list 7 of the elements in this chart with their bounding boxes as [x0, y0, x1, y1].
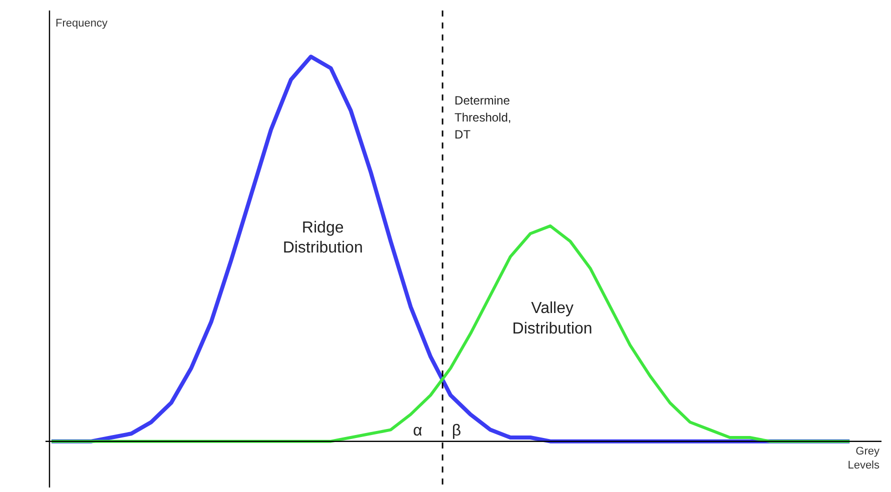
annotation: Valley Distribution [512, 300, 592, 338]
annotation: Ridge Distribution [282, 219, 363, 257]
annotation: α [412, 422, 422, 440]
x-axis-title: Grey Levels [848, 445, 880, 472]
annotation: β [452, 422, 462, 440]
annotation: Determine Threshold, DT [454, 94, 512, 142]
y-axis-title: Frequency [55, 18, 108, 30]
